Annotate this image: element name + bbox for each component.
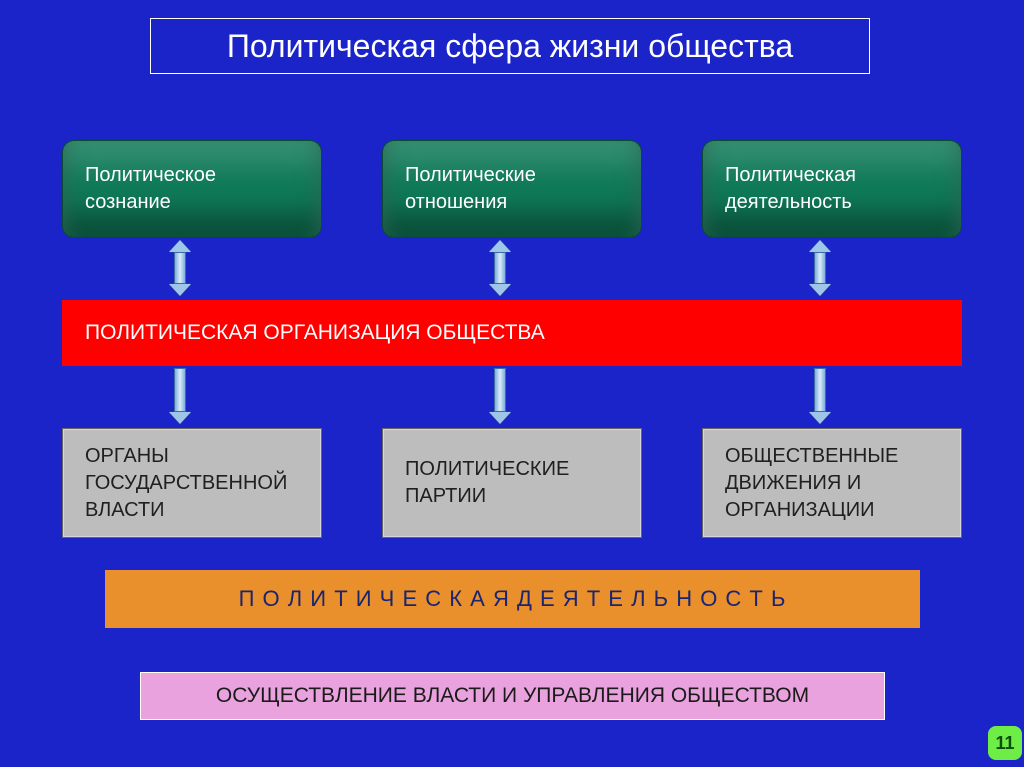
- institution-box-2: ОБЩЕСТВЕННЫЕ ДВИЖЕНИЯ И ОРГАНИЗАЦИИ: [702, 428, 962, 538]
- concept-line1: Политические: [405, 162, 536, 189]
- double-arrow-icon: [169, 240, 191, 296]
- concept-line2: деятельность: [725, 189, 856, 216]
- page-title: Политическая сфера жизни общества: [150, 18, 870, 74]
- down-arrow-icon: [169, 368, 191, 424]
- double-arrow-icon: [809, 240, 831, 296]
- slide-canvas: Политическая сфера жизни общества Политич…: [0, 0, 1024, 767]
- page-number-badge: 11: [988, 726, 1022, 760]
- concept-line1: Политическое: [85, 162, 216, 189]
- concept-box-0: Политическоесознание: [62, 140, 322, 238]
- concept-line1: Политическая: [725, 162, 856, 189]
- concept-line2: сознание: [85, 189, 216, 216]
- concept-box-2: Политическаядеятельность: [702, 140, 962, 238]
- result-bar: ОСУЩЕСТВЛЕНИЕ ВЛАСТИ И УПРАВЛЕНИЯ ОБЩЕСТ…: [140, 672, 885, 720]
- organization-bar: ПОЛИТИЧЕСКАЯ ОРГАНИЗАЦИЯ ОБЩЕСТВА: [62, 300, 962, 366]
- concept-box-1: Политическиеотношения: [382, 140, 642, 238]
- institution-box-1: ПОЛИТИЧЕСКИЕ ПАРТИИ: [382, 428, 642, 538]
- down-arrow-icon: [809, 368, 831, 424]
- down-arrow-icon: [489, 368, 511, 424]
- double-arrow-icon: [489, 240, 511, 296]
- institution-box-0: ОРГАНЫ ГОСУДАРСТВЕННОЙ ВЛАСТИ: [62, 428, 322, 538]
- concept-line2: отношения: [405, 189, 536, 216]
- activity-banner: П О Л И Т И Ч Е С К А Я Д Е Я Т Е Л Ь Н …: [105, 570, 920, 628]
